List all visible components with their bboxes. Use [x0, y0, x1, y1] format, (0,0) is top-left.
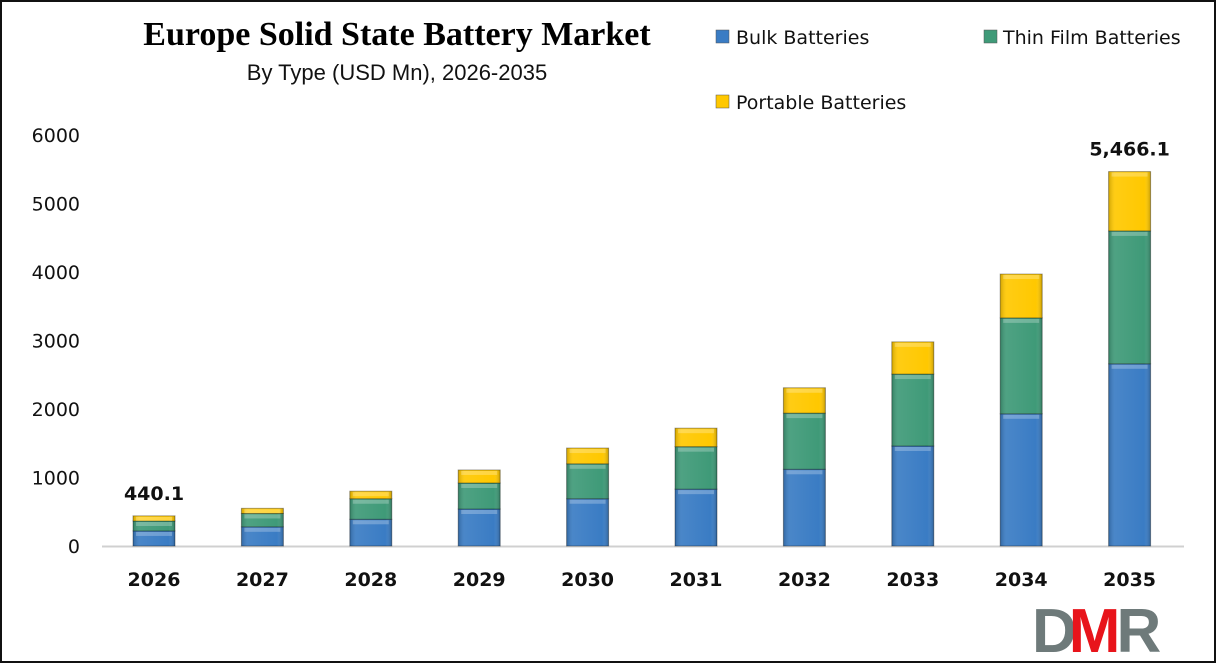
x-tick-label: 2033	[886, 569, 939, 591]
bar-segment-thin-film-batteries-2034	[999, 317, 1043, 415]
legend: Bulk Batteries Thin Film Batteries Porta…	[715, 27, 1181, 114]
bars	[132, 171, 1152, 547]
bar-segment-bulk-batteries-2029	[457, 508, 501, 547]
bar-segment-bulk-batteries-2035	[1108, 363, 1152, 547]
data-labels: 440.1 5,466.1	[124, 139, 1170, 505]
legend-swatch-thin-film	[983, 29, 998, 44]
x-axis: 2026 2027 2028 2029 2030 2031 2032 2033 2034 2035	[128, 569, 1156, 591]
bar-segment-thin-film-batteries-2029	[457, 482, 501, 510]
bar-segment-portable-batteries-2026	[132, 515, 176, 522]
bar-segment-portable-batteries-2030	[566, 447, 610, 465]
dmr-logo: DMR	[1032, 597, 1161, 663]
bar-segment-thin-film-batteries-2026	[132, 520, 176, 532]
bar-segment-bulk-batteries-2034	[999, 413, 1043, 547]
bar-segment-thin-film-batteries-2031	[674, 446, 718, 490]
logo-mark: DMR	[1032, 597, 1161, 663]
x-tick-label: 2034	[995, 569, 1048, 591]
bar-segment-bulk-batteries-2033	[891, 445, 935, 547]
x-tick-label: 2026	[128, 569, 181, 591]
bar-segment-thin-film-batteries-2032	[782, 412, 826, 470]
legend-swatch-bulk	[715, 29, 730, 44]
x-tick-label: 2027	[236, 569, 289, 591]
bar-segment-thin-film-batteries-2030	[566, 463, 610, 500]
x-tick-label: 2032	[778, 569, 831, 591]
y-tick-label: 3000	[32, 331, 80, 353]
bar-segment-portable-batteries-2029	[457, 469, 501, 484]
bar-segment-thin-film-batteries-2035	[1108, 230, 1152, 365]
legend-label-bulk: Bulk Batteries	[736, 27, 869, 49]
x-tick-label: 2029	[453, 569, 506, 591]
bar-segment-portable-batteries-2034	[999, 273, 1043, 319]
y-tick-label: 6000	[32, 125, 80, 147]
bar-segment-portable-batteries-2027	[240, 507, 284, 514]
bar-segment-thin-film-batteries-2033	[891, 373, 935, 447]
legend-label-portable: Portable Batteries	[736, 92, 906, 114]
y-tick-label: 2000	[32, 399, 80, 421]
bar-segment-bulk-batteries-2031	[674, 488, 718, 547]
bar-segment-thin-film-batteries-2027	[240, 512, 284, 528]
bar-segment-bulk-batteries-2027	[240, 526, 284, 547]
bar-segment-bulk-batteries-2032	[782, 468, 826, 547]
x-tick-label: 2030	[561, 569, 614, 591]
y-axis: 0 1000 2000 3000 4000 5000 6000	[32, 125, 80, 558]
x-tick-label: 2028	[344, 569, 397, 591]
bar-segment-bulk-batteries-2030	[566, 498, 610, 547]
bar-segment-thin-film-batteries-2028	[349, 498, 393, 520]
x-tick-label: 2031	[670, 569, 723, 591]
bar-segment-portable-batteries-2033	[891, 341, 935, 375]
bar-segment-bulk-batteries-2026	[132, 530, 176, 547]
bar-segment-portable-batteries-2031	[674, 427, 718, 448]
y-tick-label: 4000	[32, 262, 80, 284]
y-tick-label: 5000	[32, 194, 80, 216]
data-label-2026: 440.1	[124, 483, 184, 505]
bar-segment-portable-batteries-2032	[782, 387, 826, 414]
legend-swatch-portable	[715, 94, 730, 109]
chart-subtitle: By Type (USD Mn), 2026-2035	[247, 60, 547, 85]
x-tick-label: 2035	[1103, 569, 1156, 591]
y-tick-label: 1000	[32, 468, 80, 490]
bar-segment-portable-batteries-2035	[1108, 171, 1152, 232]
bar-segment-portable-batteries-2028	[349, 490, 393, 500]
y-tick-label: 0	[68, 536, 80, 558]
bar-segment-bulk-batteries-2028	[349, 518, 393, 547]
legend-label-thin-film: Thin Film Batteries	[1002, 27, 1181, 49]
chart-title: Europe Solid State Battery Market	[143, 16, 651, 53]
data-label-2035: 5,466.1	[1089, 139, 1170, 161]
